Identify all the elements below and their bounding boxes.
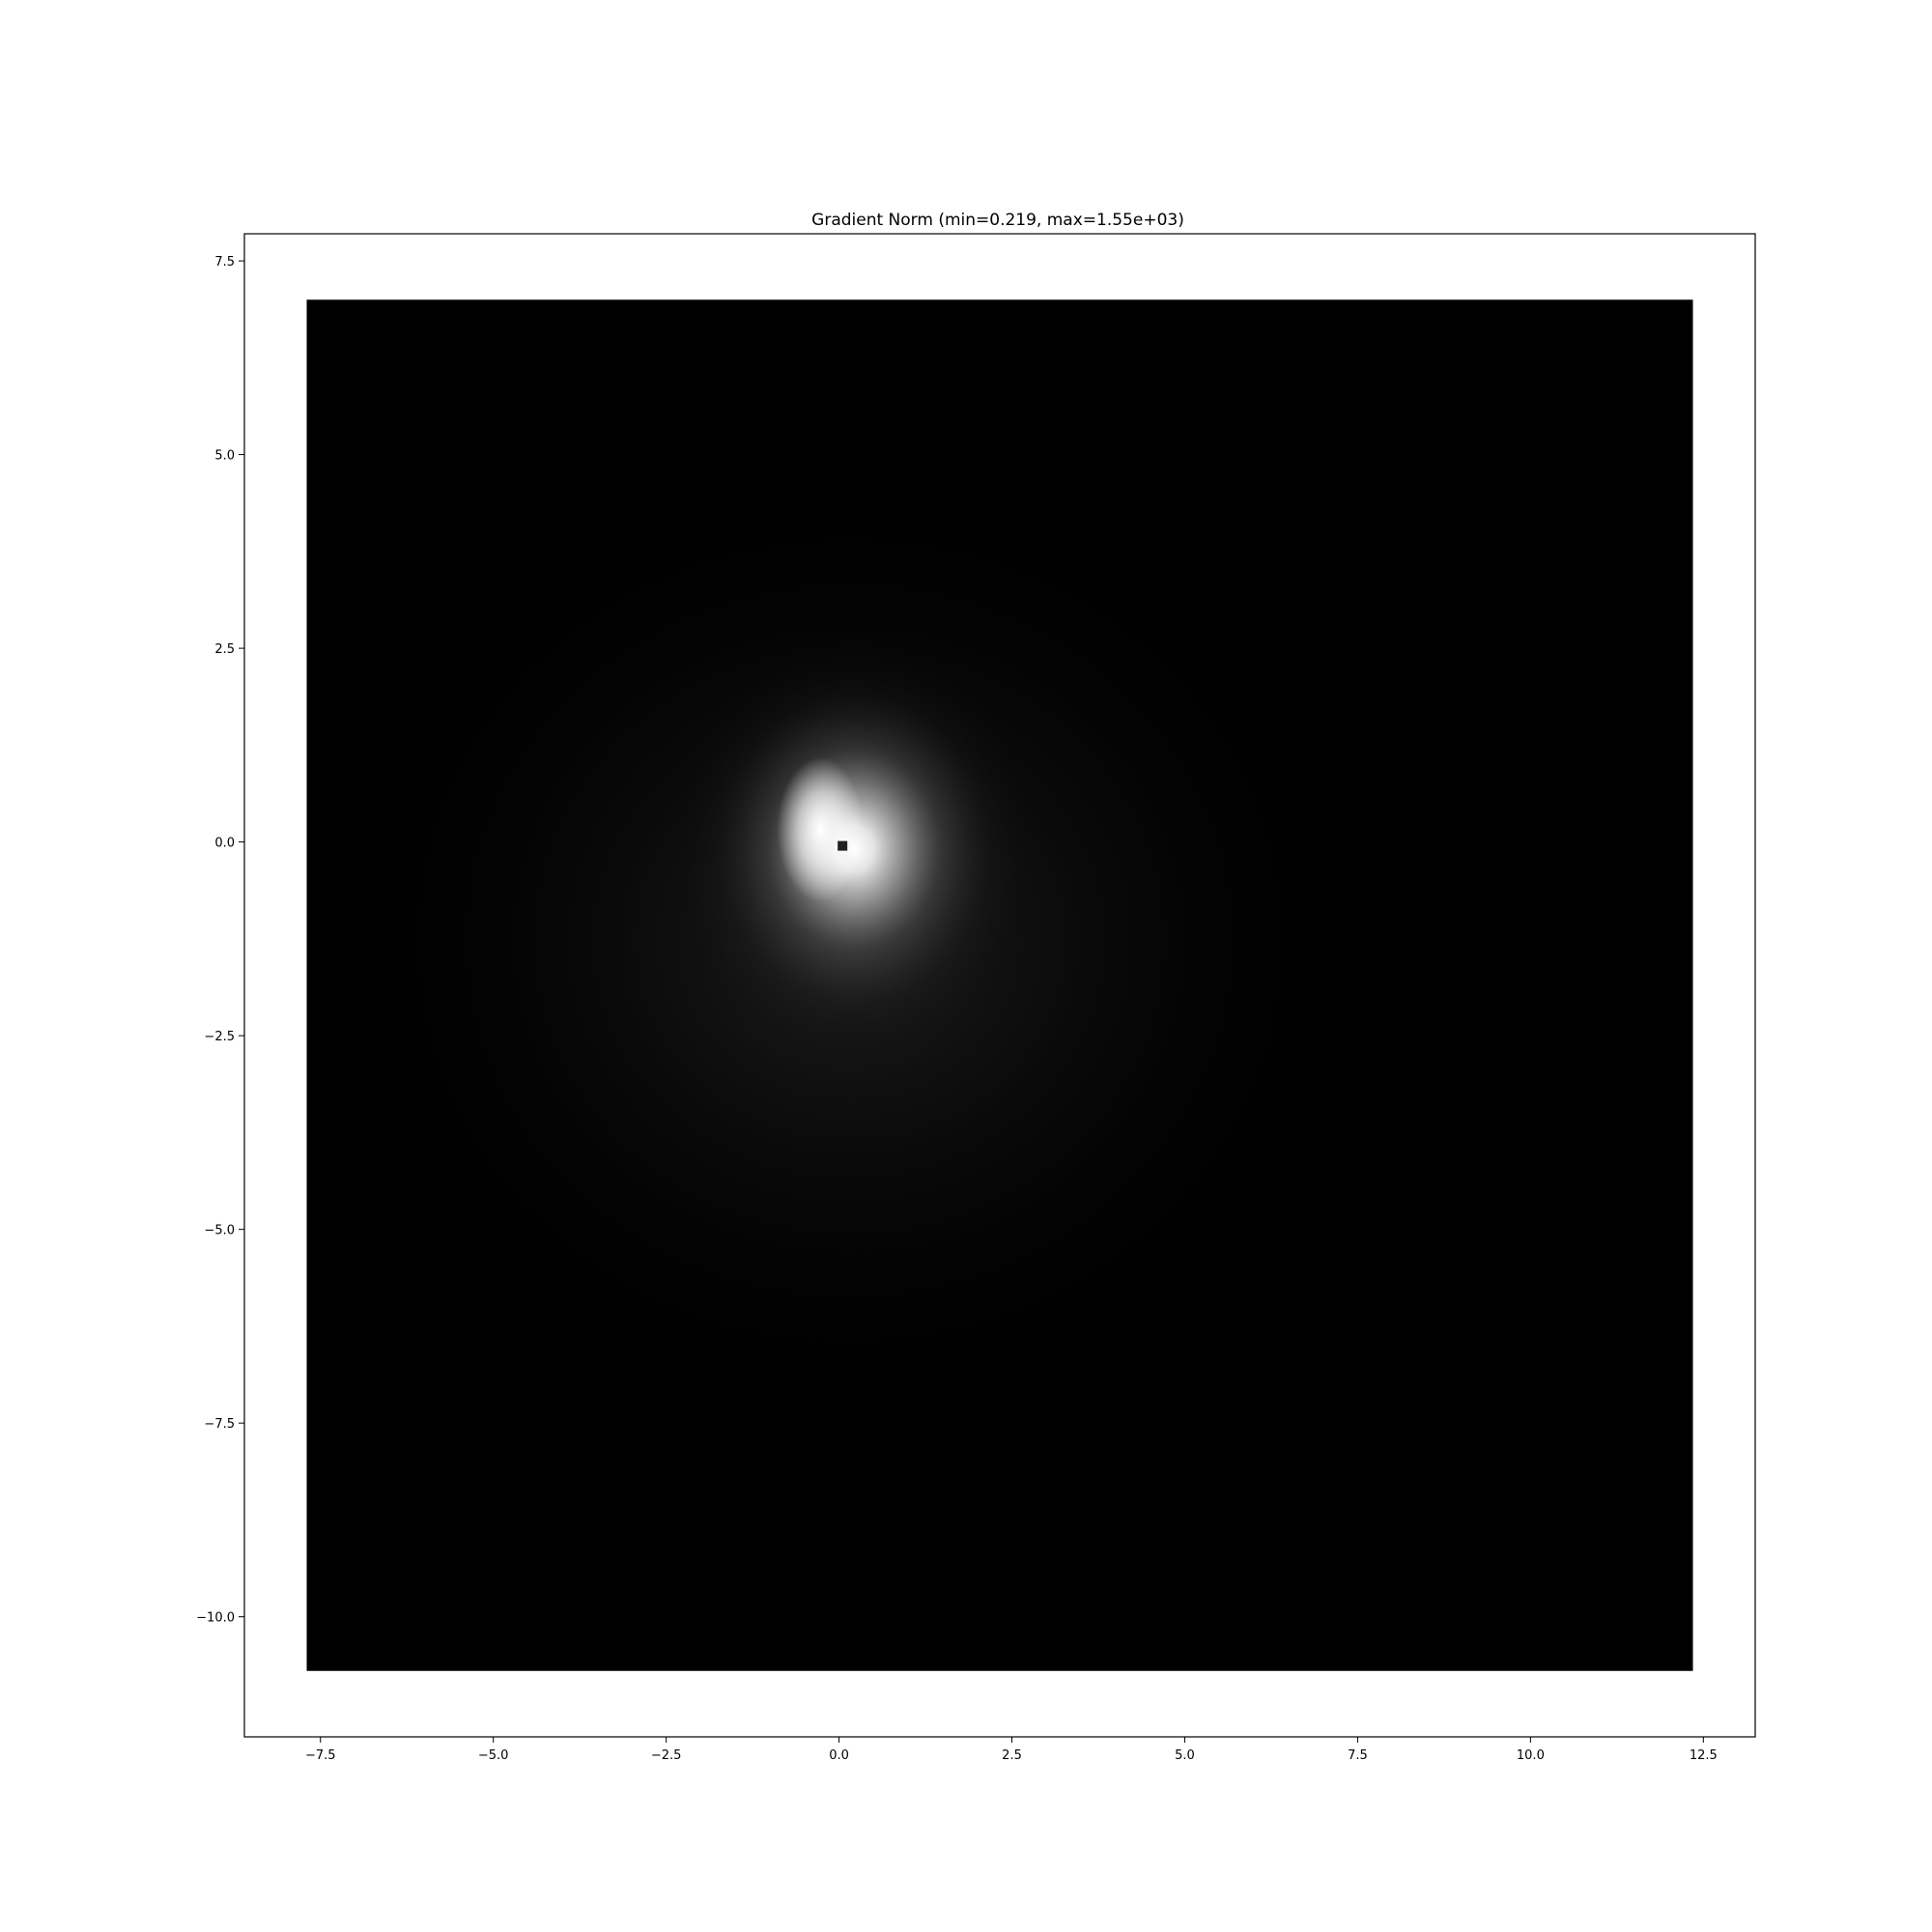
x-tick-label: 10.0 [1517,1748,1545,1763]
chart-title: Gradient Norm (min=0.219, max=1.55e+03) [811,211,1184,230]
x-tick-label: −5.0 [478,1748,509,1763]
y-tick-label: −5.0 [204,1224,235,1238]
y-tick-label: 2.5 [214,642,235,657]
x-tick-label: 12.5 [1690,1748,1718,1763]
x-tick-label: 7.5 [1348,1748,1368,1763]
y-axis: 7.5 5.0 2.5 0.0 −2.5 −5.0 −7.5 −10.0 [196,255,244,1626]
y-tick-label: 0.0 [214,837,235,851]
y-tick-label: 5.0 [214,449,235,464]
heatmap-peak-core [777,756,865,902]
y-tick-label: −7.5 [204,1417,235,1432]
y-tick-label: 7.5 [214,255,235,270]
x-tick-label: 5.0 [1175,1748,1195,1763]
axes-frame [243,233,1756,1738]
plot-area [243,233,1756,1738]
x-tick-label: −7.5 [305,1748,336,1763]
heatmap-singularity [838,840,848,851]
y-tick-label: −10.0 [196,1611,235,1626]
x-tick-label: −2.5 [651,1748,682,1763]
x-tick-label: 0.0 [829,1748,849,1763]
x-axis: −7.5 −5.0 −2.5 0.0 2.5 5.0 7.5 10.0 12.5 [305,1737,1718,1763]
y-tick-label: −2.5 [204,1030,235,1044]
x-tick-label: 2.5 [1002,1748,1022,1763]
